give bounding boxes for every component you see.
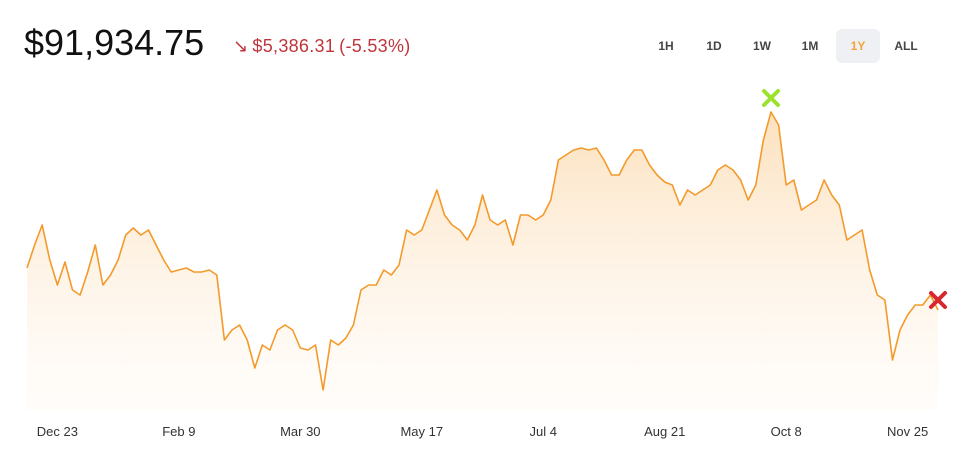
peak-marker: [761, 89, 780, 107]
marker-stroke: [929, 290, 947, 309]
range-button[interactable]: 1H: [658, 39, 674, 53]
x-tick-label: Feb 9: [162, 424, 195, 439]
change-amount: $5,386.31: [252, 36, 336, 56]
range-buttons: 1H 1D 1W 1M 1Y ALL: [644, 29, 928, 63]
price: $91,934.75: [24, 22, 205, 63]
range-button[interactable]: 1Y: [836, 29, 880, 63]
price-area: [27, 112, 938, 410]
x-tick-label: Mar 30: [280, 424, 320, 439]
x-tick-label: Nov 25: [887, 424, 928, 439]
range-button[interactable]: 1M: [801, 39, 819, 53]
marker-stroke: [761, 89, 780, 107]
price-change: ↘ $5,386.31 (-5.53%): [233, 36, 415, 57]
change-arrow: ↘: [233, 36, 249, 56]
range-button[interactable]: ALL: [894, 39, 918, 53]
last-marker: [929, 290, 947, 309]
x-tick-label: Aug 21: [644, 424, 685, 439]
x-tick-label: May 17: [400, 424, 443, 439]
x-tick-label: Oct 8: [771, 424, 802, 439]
x-tick-label: Dec 23: [37, 424, 78, 439]
range-button[interactable]: 1D: [706, 39, 722, 53]
price-line: [26, 111, 939, 391]
x-tick-label: Jul 4: [529, 424, 556, 439]
change-percent: (-5.53%): [339, 36, 411, 56]
range-button[interactable]: 1W: [753, 39, 771, 53]
